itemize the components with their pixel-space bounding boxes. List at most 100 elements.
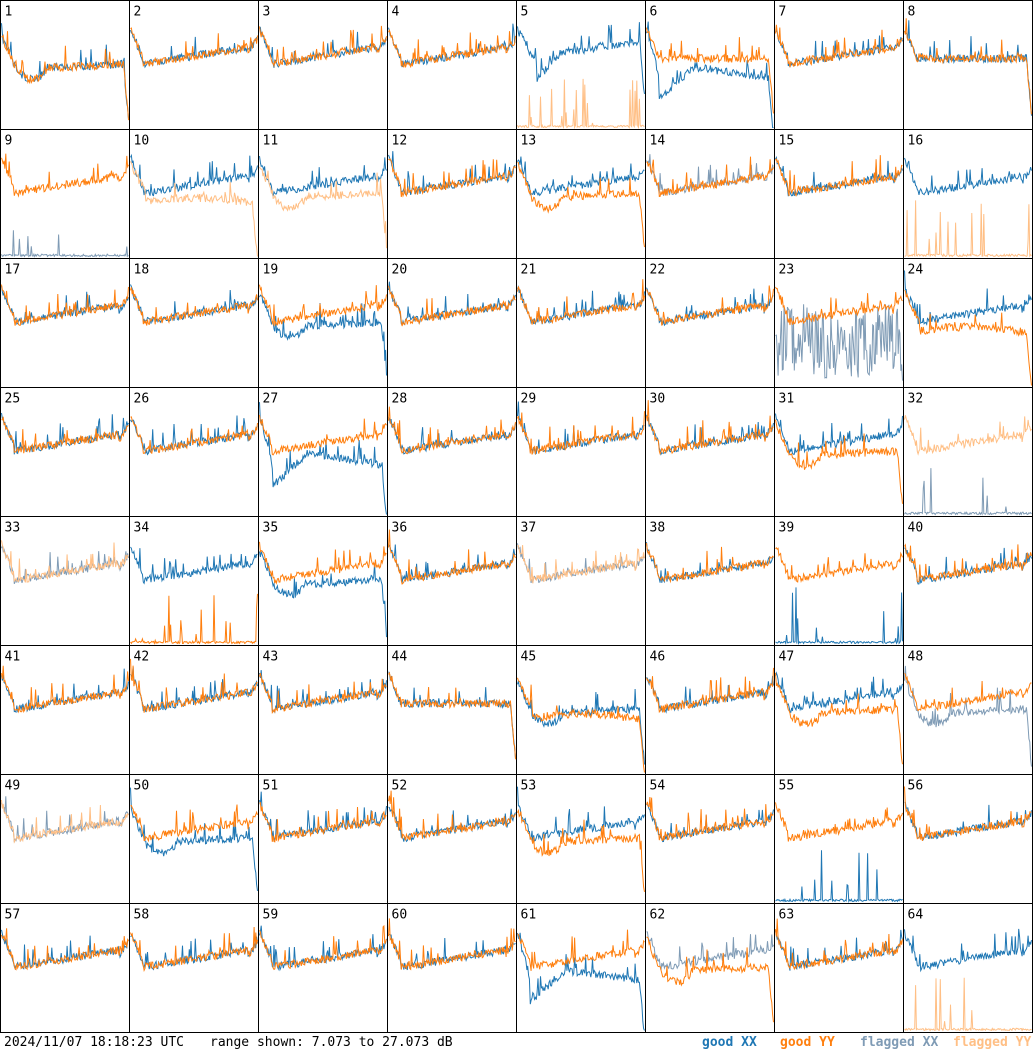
panel-label-16: 16 <box>908 134 924 149</box>
series-yy-panel-15 <box>775 155 903 197</box>
panel-label-31: 31 <box>779 392 795 407</box>
series-xx-panel-27 <box>259 402 387 515</box>
series-yy-panel-30 <box>646 400 774 455</box>
panel-frame-10 <box>129 129 259 259</box>
panel-51: 51 <box>258 774 388 904</box>
series-xx-panel-61 <box>517 932 645 1031</box>
panel-label-51: 51 <box>263 779 279 794</box>
panel-47: 47 <box>774 645 904 775</box>
panel-57: 57 <box>0 903 130 1033</box>
panel-frame-37 <box>516 516 646 646</box>
series-xx-panel-64 <box>904 928 1032 973</box>
timestamp: 2024/11/07 18:18:23 UTC <box>4 1035 185 1050</box>
series-yy-panel-47 <box>775 672 903 765</box>
series-yy-panel-41 <box>1 665 129 714</box>
series-yy-panel-24 <box>904 290 1032 386</box>
series-xx-panel-18 <box>130 284 258 324</box>
panel-2: 2 <box>129 0 259 130</box>
panel-45: 45 <box>516 645 646 775</box>
panel-30: 30 <box>645 387 775 517</box>
series-yy-panel-33 <box>1 540 129 583</box>
panel-label-47: 47 <box>779 650 795 665</box>
panel-label-59: 59 <box>263 908 279 923</box>
series-yy-panel-40 <box>904 543 1032 583</box>
series-yy-panel-43 <box>259 672 387 715</box>
series-yy-panel-8 <box>904 18 1032 115</box>
panel-label-35: 35 <box>263 521 279 536</box>
series-xx-panel-47 <box>775 671 903 714</box>
series-yy-panel-6 <box>646 27 774 114</box>
panel-17: 17 <box>0 258 130 388</box>
panel-frame-55 <box>774 774 904 904</box>
panel-20: 20 <box>387 258 517 388</box>
series-yy-panel-26 <box>130 416 258 455</box>
series-yy-panel-57 <box>1 928 129 971</box>
panel-31: 31 <box>774 387 904 517</box>
panel-label-63: 63 <box>779 908 795 923</box>
panel-label-1: 1 <box>5 5 13 20</box>
series-yy-panel-31 <box>775 419 903 504</box>
panel-54: 54 <box>645 774 775 904</box>
panel-15: 15 <box>774 129 904 259</box>
series-xx-panel-24 <box>904 270 1032 326</box>
panel-label-30: 30 <box>650 392 666 407</box>
panel-label-55: 55 <box>779 779 795 794</box>
panel-label-24: 24 <box>908 263 924 278</box>
panel-label-14: 14 <box>650 134 666 149</box>
panel-label-32: 32 <box>908 392 924 407</box>
series-xx-panel-46 <box>646 675 774 714</box>
series-yy-panel-29 <box>517 411 645 455</box>
panel-label-43: 43 <box>263 650 279 665</box>
footer: 2024/11/07 18:18:23 UTC range shown: 7.0… <box>0 1032 1033 1053</box>
panel-label-45: 45 <box>521 650 537 665</box>
series-yy-panel-25 <box>1 416 129 454</box>
series-yy-panel-11 <box>259 166 387 249</box>
series-xx-panel-62 <box>646 931 774 971</box>
panel-36: 36 <box>387 516 517 646</box>
series-yy-panel-12 <box>388 158 516 198</box>
panel-58: 58 <box>129 903 259 1033</box>
panel-frame-57 <box>0 903 130 1033</box>
series-xx-panel-1 <box>1 23 129 119</box>
panel-frame-47 <box>774 645 904 775</box>
panel-frame-18 <box>129 258 259 388</box>
series-xx-panel-32 <box>904 468 1032 516</box>
series-yy-panel-38 <box>646 542 774 584</box>
series-yy-panel-4 <box>388 28 516 69</box>
panel-64: 64 <box>903 903 1033 1033</box>
panel-frame-64 <box>903 903 1033 1033</box>
panel-label-10: 10 <box>134 134 150 149</box>
series-yy-panel-46 <box>646 667 774 714</box>
panel-label-58: 58 <box>134 908 150 923</box>
series-yy-panel-55 <box>775 802 903 842</box>
panel-37: 37 <box>516 516 646 646</box>
panel-49: 49 <box>0 774 130 904</box>
panel-27: 27 <box>258 387 388 517</box>
panel-label-57: 57 <box>5 908 21 923</box>
series-xx-panel-16 <box>904 157 1032 196</box>
panel-frame-52 <box>387 774 517 904</box>
series-xx-panel-5 <box>517 22 645 94</box>
panel-label-48: 48 <box>908 650 924 665</box>
series-xx-panel-53 <box>517 786 645 842</box>
panel-label-41: 41 <box>5 650 21 665</box>
series-yy-panel-45 <box>517 677 645 773</box>
panel-frame-44 <box>387 645 517 775</box>
panel-frame-40 <box>903 516 1033 646</box>
panel-1: 1 <box>0 0 130 130</box>
panel-label-9: 9 <box>5 134 13 149</box>
panel-label-42: 42 <box>134 650 150 665</box>
series-xx-panel-31 <box>775 413 903 455</box>
panel-4: 4 <box>387 0 517 130</box>
series-xx-panel-14 <box>646 154 774 196</box>
series-xx-panel-59 <box>259 925 387 972</box>
series-xx-panel-44 <box>388 671 516 759</box>
series-yy-panel-14 <box>646 156 774 198</box>
panel-label-44: 44 <box>392 650 408 665</box>
panel-label-39: 39 <box>779 521 795 536</box>
series-yy-panel-27 <box>259 414 387 456</box>
series-yy-panel-10 <box>130 161 258 257</box>
series-yy-panel-62 <box>646 936 774 1023</box>
panel-label-56: 56 <box>908 779 924 794</box>
panel-frame-36 <box>387 516 517 646</box>
